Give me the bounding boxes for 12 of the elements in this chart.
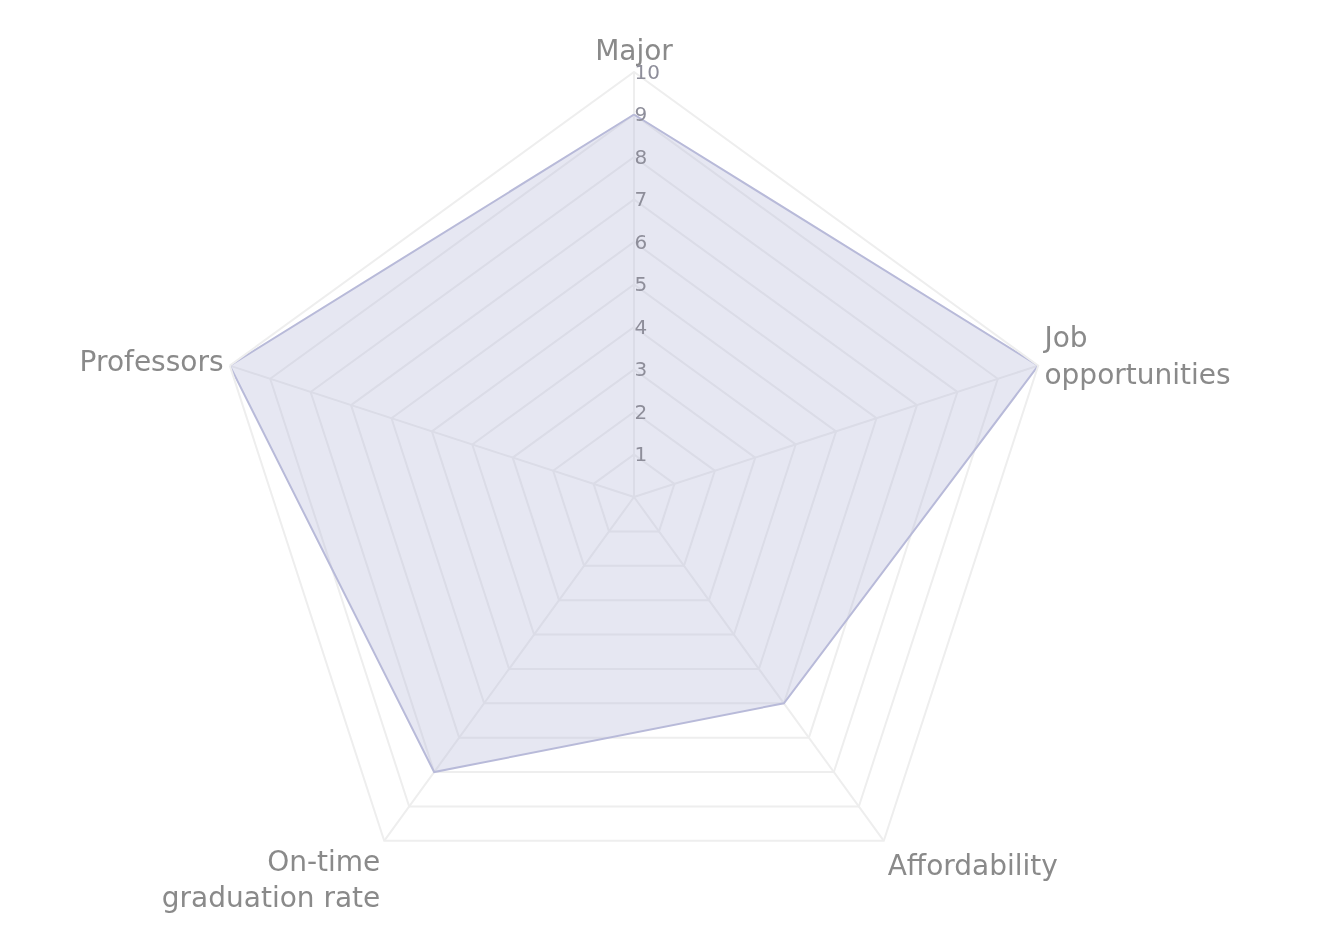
spoke-label: Job opportunities — [1042, 321, 1231, 391]
y-tick-label: 1 — [634, 442, 648, 466]
y-tick-label: 3 — [634, 357, 648, 381]
spoke-label: Professors — [79, 345, 224, 379]
y-tick-label: 4 — [634, 314, 648, 339]
y-tick-label: 6 — [634, 229, 648, 254]
y-tick-label: 2 — [634, 399, 648, 424]
spoke-label: On-time graduation rate — [161, 845, 381, 915]
spoke-label: Affordability — [887, 848, 1058, 882]
y-tick-label: 8 — [634, 144, 648, 169]
y-tick-label: 7 — [634, 187, 648, 211]
y-tick-label: 5 — [634, 272, 648, 296]
